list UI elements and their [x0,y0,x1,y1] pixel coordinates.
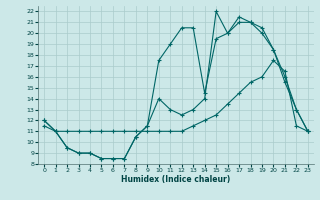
X-axis label: Humidex (Indice chaleur): Humidex (Indice chaleur) [121,175,231,184]
